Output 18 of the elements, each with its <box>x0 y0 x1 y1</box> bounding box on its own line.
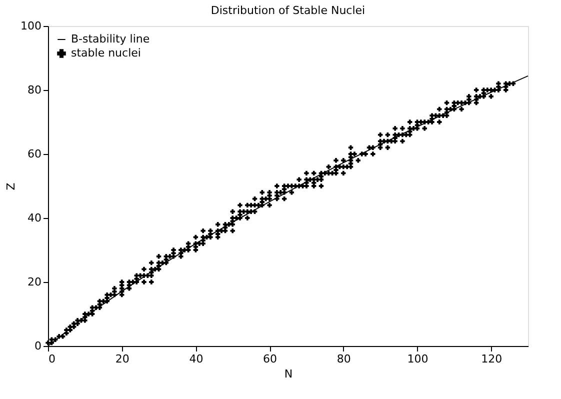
x-axis-title: N <box>284 368 293 380</box>
x-tick-label: 40 <box>189 352 204 366</box>
x-tick-label: 0 <box>48 352 56 366</box>
x-tick-label: 100 <box>407 352 428 366</box>
y-tick-label: 80 <box>28 84 42 96</box>
y-tick-label: 60 <box>28 148 42 160</box>
legend-label: B-stability line <box>71 32 150 46</box>
x-tick-label: 20 <box>115 352 130 366</box>
legend-label: stable nuclei <box>71 46 141 60</box>
x-tick-label: 80 <box>336 352 351 366</box>
y-axis-title: Z <box>4 182 18 190</box>
y-tick-label: 100 <box>20 20 42 32</box>
y-tick-label: 40 <box>28 212 42 224</box>
x-tick-label: 120 <box>481 352 502 366</box>
y-tick-label: 20 <box>28 276 42 288</box>
x-tick-label: 60 <box>263 352 278 366</box>
chart-title: Distribution of Stable Nuclei <box>210 4 366 17</box>
y-tick-label: 0 <box>34 340 42 352</box>
